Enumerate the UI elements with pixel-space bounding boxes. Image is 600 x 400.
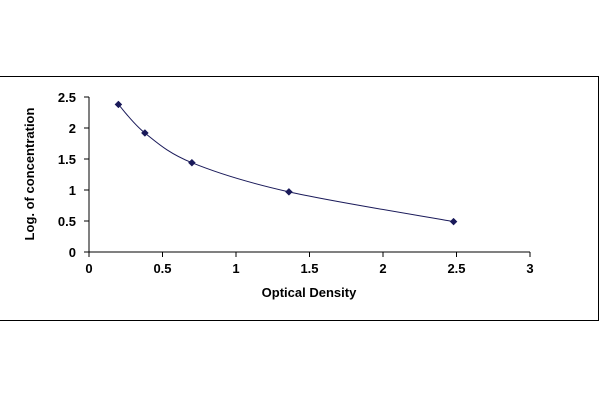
x-tick-label: 3 (526, 261, 533, 276)
x-tick-label: 1 (232, 261, 239, 276)
x-axis-title: Optical Density (262, 285, 357, 300)
y-tick-label: 1 (69, 183, 76, 198)
data-point (114, 100, 123, 109)
y-tick-label: 2.5 (58, 90, 76, 105)
trend-curve-layer (118, 104, 454, 223)
x-tick-label: 2 (379, 261, 386, 276)
y-tick-label: 2 (69, 121, 76, 136)
x-tick-label: 1.5 (300, 261, 318, 276)
y-axis-title: Log. of concentration (22, 108, 37, 241)
x-tick-label: 2.5 (447, 261, 465, 276)
chart-frame (0, 76, 599, 321)
x-tick-label: 0 (85, 261, 92, 276)
data-point (449, 217, 458, 226)
data-points-layer (114, 100, 458, 226)
data-point (188, 158, 196, 167)
x-tick-label: 0.5 (153, 261, 171, 276)
data-point (141, 129, 149, 137)
y-tick-label: 1.5 (58, 152, 76, 167)
data-point (285, 188, 293, 196)
y-tick-label: 0 (69, 245, 76, 260)
y-tick-label: 0.5 (58, 214, 76, 229)
trend-curve (118, 104, 454, 223)
axes: 0 0.5 1 1.5 2 2.5 3 0 0.5 1 1.5 2 2.5 (58, 90, 534, 276)
